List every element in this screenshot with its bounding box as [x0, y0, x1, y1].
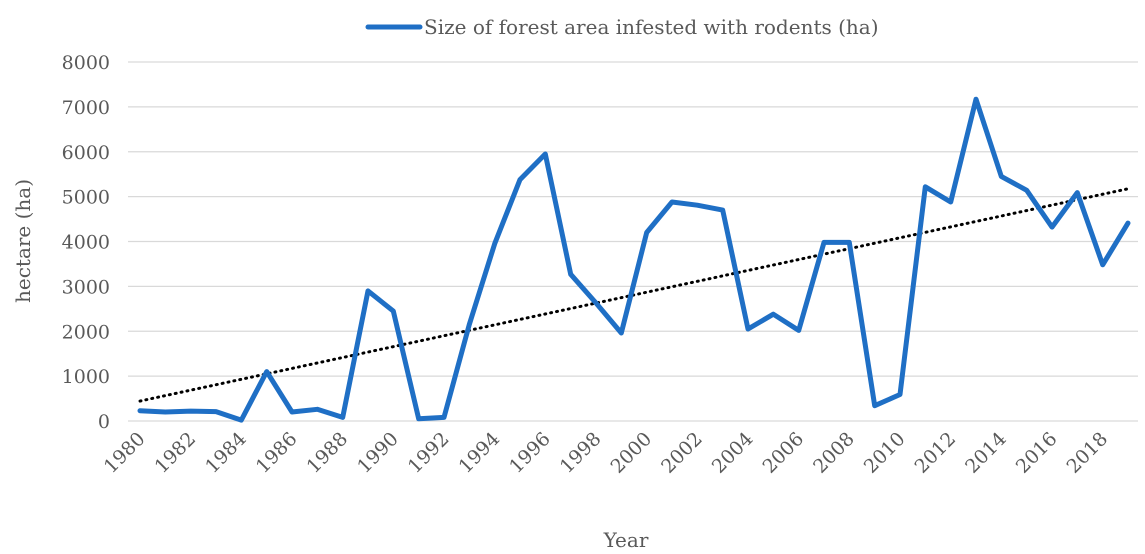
x-tick-label: 2012 [910, 428, 960, 478]
x-tick-label: 1988 [302, 428, 352, 478]
y-axis-title: hectare (ha) [11, 179, 35, 303]
y-tick-label: 0 [98, 411, 110, 433]
x-tick-label: 2018 [1062, 428, 1112, 478]
x-tick-label: 1998 [556, 428, 606, 478]
x-tick-label: 2008 [809, 428, 859, 478]
x-tick-label: 2010 [860, 428, 910, 478]
x-tick-label: 1984 [201, 428, 251, 478]
y-tick-label: 6000 [62, 142, 110, 164]
x-tick-label: 1990 [353, 428, 403, 478]
x-axis-tick-labels: 1980 1982 1984 1986 1988 1990 1992 1994 1996 1998… [100, 428, 1112, 478]
x-tick-label: 1986 [252, 428, 302, 478]
y-tick-label: 2000 [62, 321, 110, 343]
x-tick-label: 1994 [454, 428, 504, 478]
x-tick-label: 2004 [708, 428, 758, 478]
legend-label: Size of forest area infested with rodent… [424, 15, 879, 39]
y-tick-label: 7000 [62, 97, 110, 119]
x-tick-label: 2000 [606, 428, 656, 478]
y-tick-label: 5000 [62, 187, 110, 209]
x-tick-label: 1982 [150, 428, 200, 478]
series-group [137, 96, 1131, 423]
trendline [138, 187, 1130, 403]
y-tick-label: 8000 [62, 52, 110, 74]
y-tick-label: 4000 [62, 232, 110, 254]
x-tick-label: 1980 [100, 428, 150, 478]
x-tick-label: 2006 [758, 428, 808, 478]
x-tick-label: 1992 [404, 428, 454, 478]
legend: Size of forest area infested with rodent… [365, 15, 879, 39]
trendline-group [138, 187, 1130, 403]
y-tick-label: 1000 [62, 366, 110, 388]
x-tick-label: 2014 [961, 428, 1011, 478]
series-line [137, 96, 1131, 423]
y-tick-label: 3000 [62, 276, 110, 298]
x-tick-label: 2016 [1012, 428, 1062, 478]
gridlines [128, 61, 1138, 422]
x-tick-label: 2002 [657, 428, 707, 478]
x-tick-label: 1996 [505, 428, 555, 478]
y-axis-tick-labels: 0 1000 2000 3000 4000 5000 6000 7000 8000 [62, 52, 110, 433]
x-axis-title: Year [603, 528, 649, 552]
